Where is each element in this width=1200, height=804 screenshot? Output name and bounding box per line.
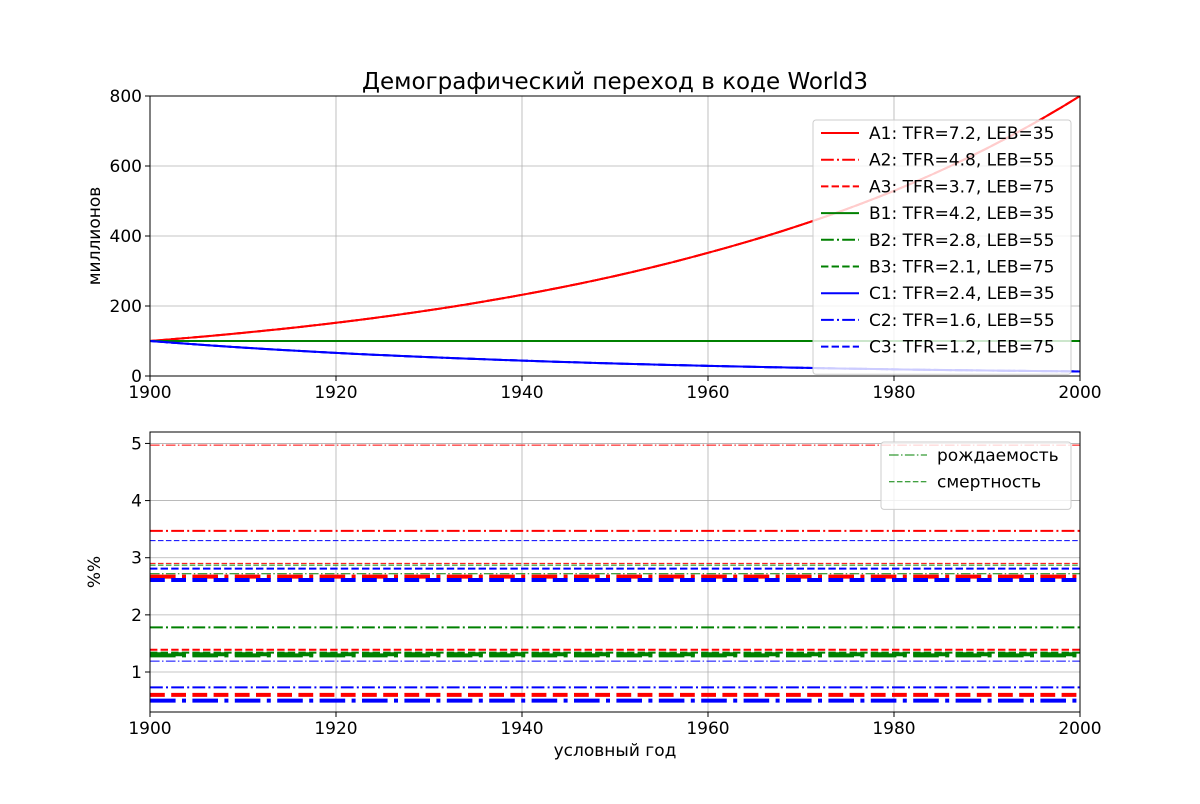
pop-legend-label: A3: TFR=3.7, LEB=75 (869, 177, 1054, 197)
rate-legend: рождаемость смертность (880, 441, 1072, 510)
pop-legend-label: B1: TFR=4.2, LEB=35 (869, 204, 1054, 224)
rates-panel: 1900 1920 1940 1960 1980 2000 1 2 3 4 5%% условный … (85, 431, 1102, 761)
pop-legend-label: A1: TFR=7.2, LEB=35 (869, 124, 1054, 144)
pop-ytick-label: 400 (110, 227, 142, 247)
pop-xtick-label: 1900 (128, 383, 171, 403)
pop-ytick-label: 800 (110, 87, 142, 107)
rate-xtick-label: 2000 (1058, 719, 1101, 739)
pop-legend-label: C2: TFR=1.6, LEB=55 (869, 311, 1055, 331)
pop-xtick-label: 1960 (686, 383, 729, 403)
pop-ticks: 1900 1920 1940 1960 1980 2000 0 200 400 600 800 (110, 87, 1102, 403)
rate-ylabel: %% (85, 556, 105, 588)
rate-legend-label: рождаемость (937, 446, 1059, 466)
chart-title: Демографический переход в коде World3 (362, 69, 868, 95)
pop-ytick-label: 200 (110, 297, 142, 317)
pop-legend-label: B2: TFR=2.8, LEB=55 (869, 231, 1054, 251)
pop-ytick-label: 600 (110, 157, 142, 177)
rate-legend-label: смертность (937, 473, 1041, 493)
rate-ytick-label: 5 (131, 434, 142, 454)
rate-legend-box (880, 441, 1072, 510)
rate-ytick-label: 3 (131, 549, 142, 569)
pop-legend-label: C1: TFR=2.4, LEB=35 (869, 284, 1055, 304)
rate-xtick-label: 1900 (128, 719, 171, 739)
pop-xtick-label: 1980 (872, 383, 915, 403)
pop-ytick-label: 0 (131, 367, 142, 387)
pop-xtick-label: 2000 (1058, 383, 1101, 403)
pop-legend: A1: TFR=7.2, LEB=35 A2: TFR=4.8, LEB=55 A3… (812, 119, 1072, 375)
pop-legend-box (812, 119, 1072, 375)
rate-ytick-label: 1 (131, 663, 142, 683)
rate-ytick-label: 2 (131, 606, 142, 626)
rate-ytick-label: 4 (131, 492, 142, 512)
rate-xtick-label: 1920 (314, 719, 357, 739)
pop-xtick-label: 1940 (500, 383, 543, 403)
rate-series-group (150, 444, 1080, 703)
pop-legend-label: C3: TFR=1.2, LEB=75 (869, 338, 1055, 358)
rate-axes-frame (149, 431, 1081, 713)
rate-ticks: 1900 1920 1940 1960 1980 2000 1 2 3 4 5 (128, 434, 1101, 739)
pop-ylabel: миллионов (85, 187, 105, 286)
pop-legend-label: A2: TFR=4.8, LEB=55 (869, 151, 1054, 171)
pop-legend-label: B3: TFR=2.1, LEB=75 (869, 258, 1054, 278)
rate-xtick-label: 1960 (686, 719, 729, 739)
rate-xtick-label: 1940 (500, 719, 543, 739)
rate-xtick-label: 1980 (872, 719, 915, 739)
rate-xlabel: условный год (554, 741, 677, 761)
pop-xtick-label: 1920 (314, 383, 357, 403)
population-panel: 1900 1920 1940 1960 1980 2000 0 200 400 600 800 мил… (85, 87, 1102, 403)
